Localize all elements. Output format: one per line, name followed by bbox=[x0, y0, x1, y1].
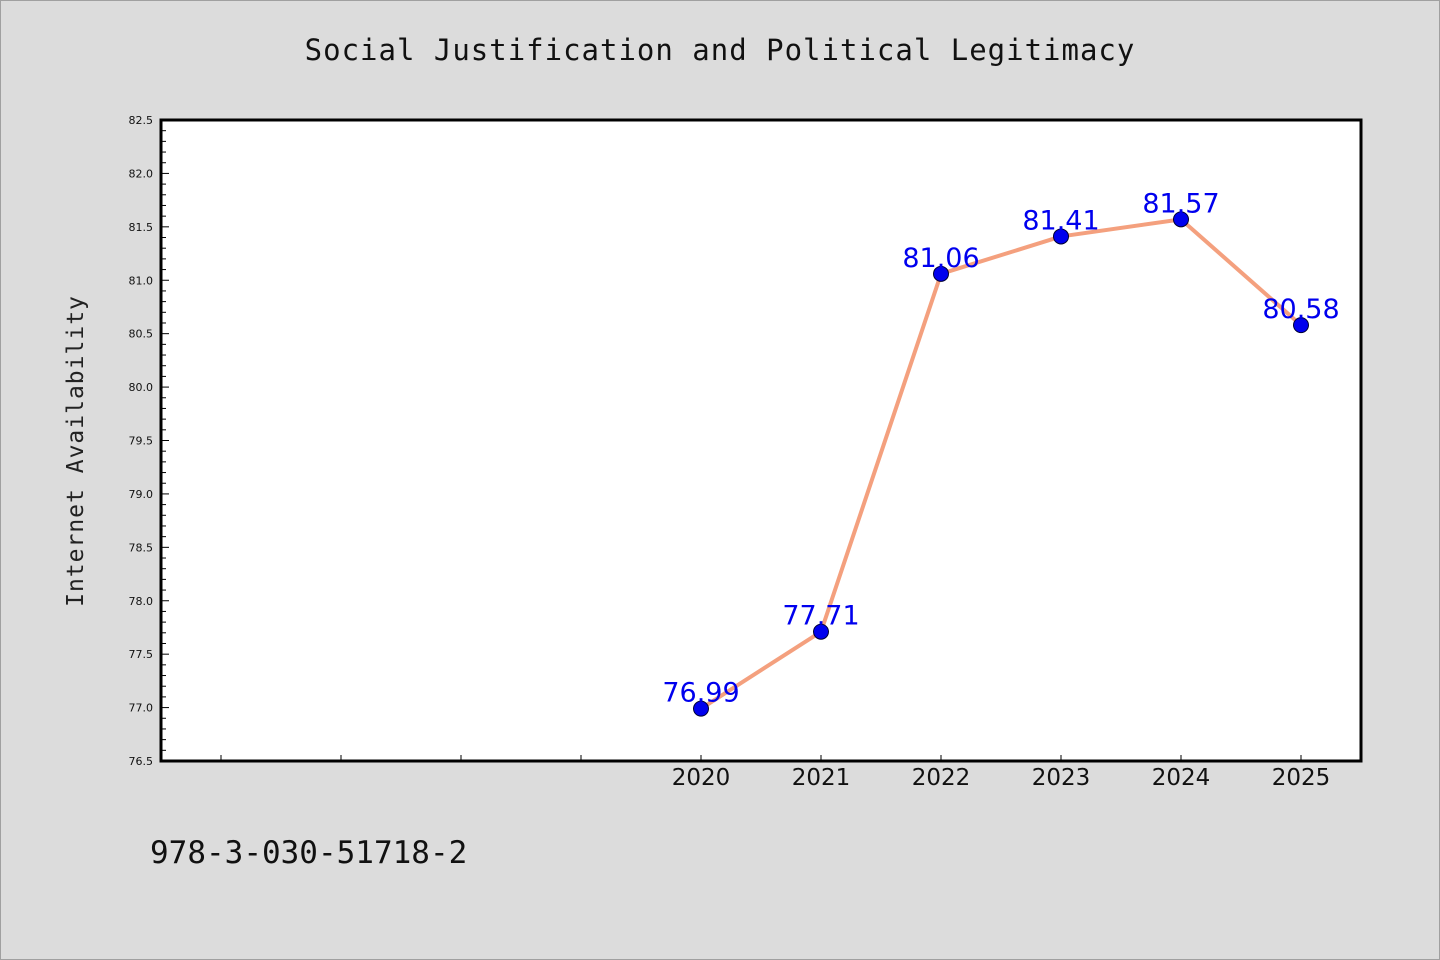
x-tick-label: 2021 bbox=[792, 765, 851, 791]
data-point bbox=[1173, 211, 1189, 228]
y-tick-label: 80.0 bbox=[129, 381, 154, 394]
x-tick-label: 2025 bbox=[1272, 765, 1331, 791]
data-label: 77.71 bbox=[782, 601, 859, 632]
data-label: 76.99 bbox=[662, 678, 739, 709]
y-tick-label: 81.5 bbox=[129, 221, 154, 234]
y-tick-label: 82.5 bbox=[129, 114, 154, 127]
x-axis: 2020 2021 2022 2023 2024 2025 bbox=[220, 755, 1331, 791]
y-tick-label: 82.0 bbox=[129, 167, 154, 180]
x-tick-label: 2020 bbox=[672, 765, 731, 791]
x-tick-label: 2023 bbox=[1032, 765, 1091, 791]
y-tick-label: 77.0 bbox=[129, 702, 154, 715]
chart-title: Social Justification and Political Legit… bbox=[304, 33, 1136, 67]
y-tick-label: 77.5 bbox=[129, 648, 154, 661]
data-point bbox=[933, 265, 949, 282]
y-tick-label: 79.5 bbox=[129, 435, 154, 448]
isbn-text: 978-3-030-51718-2 bbox=[150, 835, 468, 871]
y-tick-label: 80.5 bbox=[129, 328, 154, 341]
data-label: 81.41 bbox=[1022, 205, 1099, 236]
y-tick-label: 78.5 bbox=[129, 541, 154, 554]
y-axis: 76.5 77.0 77.5 78.0 78.5 79.0 79.5 80.0 80.5 81.0… bbox=[129, 114, 169, 768]
data-point bbox=[813, 623, 829, 640]
data-label: 80.58 bbox=[1262, 294, 1339, 325]
series-line bbox=[699, 217, 1303, 711]
y-tick-label: 81.0 bbox=[129, 274, 154, 287]
plot-area bbox=[159, 118, 1363, 763]
data-label: 81.06 bbox=[902, 243, 979, 274]
data-point bbox=[1053, 228, 1069, 245]
series-layer: 76.99 77.71 81.06 81.41 81.57 80.58 bbox=[662, 188, 1340, 717]
data-point bbox=[693, 700, 709, 717]
x-tick-label: 2024 bbox=[1152, 765, 1211, 791]
data-point bbox=[1293, 317, 1309, 334]
y-tick-label: 76.5 bbox=[129, 755, 154, 768]
y-tick-label: 78.0 bbox=[129, 595, 154, 608]
y-tick-label: 79.0 bbox=[129, 488, 154, 501]
x-tick-label: 2022 bbox=[912, 765, 971, 791]
data-label: 81.57 bbox=[1142, 188, 1219, 219]
